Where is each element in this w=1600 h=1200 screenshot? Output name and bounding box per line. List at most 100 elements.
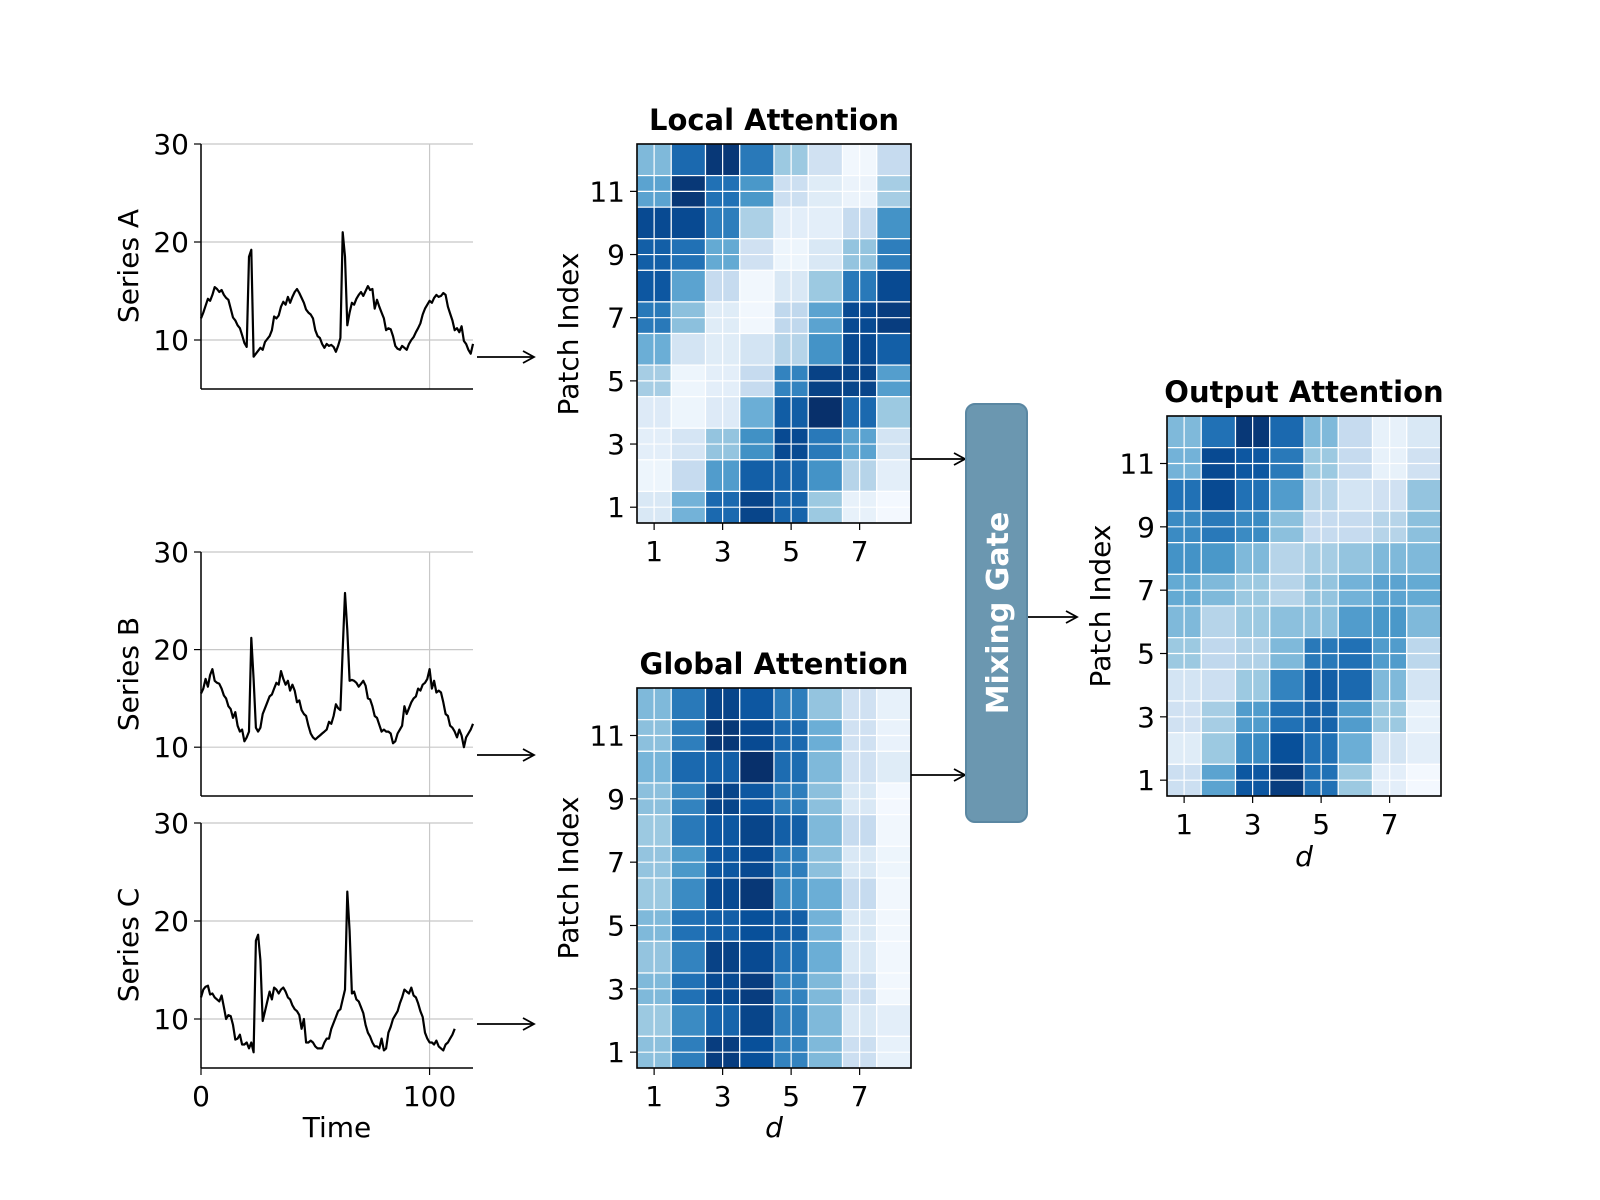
series-c-xlabel: Time — [302, 1111, 372, 1144]
output-attention-heatmap: 1 3 5 7 1 3 5 7 9 11 — [1119, 415, 1442, 841]
series-b-line — [200, 591, 475, 749]
y-tick-label: 10 — [153, 1003, 189, 1036]
heatmap-cell — [1406, 415, 1442, 449]
heatmap-cell — [670, 687, 707, 721]
heatmap-cell — [1200, 668, 1237, 702]
heatmap-cell — [1337, 732, 1374, 765]
heatmap-cell — [876, 877, 912, 911]
series-a-plot: 10 20 30 — [153, 128, 475, 390]
heatmap-cell — [670, 206, 707, 240]
heatmap-cell — [739, 206, 775, 240]
x-tick-label: 5 — [1312, 808, 1330, 841]
y-tick-label: 20 — [153, 634, 189, 667]
y-tick-label: 30 — [153, 128, 189, 161]
heatmap-cell — [739, 687, 775, 721]
local-ylabel: Patch Index — [552, 253, 585, 416]
heatmap-cell — [1269, 732, 1305, 765]
x-tick-label: 3 — [1244, 808, 1262, 841]
heatmap-cell — [670, 940, 707, 974]
heatmap-cell — [1337, 415, 1374, 449]
heatmap-cell — [807, 269, 844, 303]
y-tick-label: 10 — [153, 731, 189, 764]
heatmap-cell — [876, 814, 912, 847]
heatmap-cell — [807, 332, 844, 366]
mixing-gate-label: Mixing Gate — [981, 512, 1016, 715]
x-tick-label: 3 — [714, 535, 732, 568]
heatmap-frame — [636, 143, 912, 524]
heatmap-cell — [876, 687, 912, 721]
heatmap-cell — [739, 269, 775, 303]
heatmap-cell — [670, 1004, 707, 1037]
x-tick-label: 100 — [403, 1080, 456, 1113]
heatmap-cell — [739, 877, 775, 911]
heatmap-cell — [670, 814, 707, 847]
mixing-gate-box — [965, 403, 1028, 823]
y-tick-label: 30 — [153, 536, 189, 569]
heatmap-cell — [876, 332, 912, 366]
heatmap-cell — [739, 332, 775, 366]
heatmap-cell — [1406, 668, 1442, 702]
y-tick-label: 9 — [1137, 511, 1155, 544]
heatmap-cell — [739, 814, 775, 847]
series-c-line — [199, 890, 456, 1054]
heatmap-cell — [670, 877, 707, 911]
y-tick-label: 7 — [1137, 574, 1155, 607]
heatmap-cell — [670, 396, 707, 429]
heatmap-cell — [739, 750, 775, 784]
y-tick-label: 5 — [607, 365, 625, 398]
series-b-ylabel: Series B — [112, 617, 145, 731]
heatmap-cell — [807, 940, 844, 974]
series-b-plot: 10 20 30 — [153, 536, 475, 797]
heatmap-cell — [1269, 605, 1305, 639]
heatmap-cell — [1269, 542, 1305, 575]
x-tick-label: 1 — [645, 1080, 663, 1113]
y-tick-label: 30 — [153, 807, 189, 840]
series-a-line — [199, 231, 475, 358]
y-tick-label: 1 — [1137, 764, 1155, 797]
heatmap-cell — [876, 940, 912, 974]
heatmap-cell — [739, 143, 775, 177]
heatmap-cell — [876, 206, 912, 240]
y-tick-label: 1 — [607, 1036, 625, 1069]
y-tick-label: 10 — [153, 324, 189, 357]
local-attention-heatmap: 1 3 5 7 1 3 5 7 9 11 — [589, 143, 912, 568]
heatmap-cell — [670, 459, 707, 493]
heatmap-cell — [1269, 415, 1305, 449]
y-tick-label: 20 — [153, 226, 189, 259]
x-tick-label: 1 — [645, 535, 663, 568]
heatmap-frame — [636, 687, 912, 1069]
heatmap-cell — [807, 877, 844, 911]
heatmap-cell — [1337, 542, 1374, 575]
heatmap-cell — [807, 750, 844, 784]
heatmap-cell — [670, 269, 707, 303]
x-tick-label: 7 — [851, 535, 869, 568]
heatmap-cell — [807, 1004, 844, 1037]
y-tick-label: 3 — [607, 428, 625, 461]
x-tick-label: 7 — [1381, 808, 1399, 841]
x-tick-label: 5 — [782, 535, 800, 568]
local-attention-title: Local Attention — [649, 103, 899, 137]
y-tick-label: 5 — [1137, 638, 1155, 671]
y-tick-label: 3 — [1137, 701, 1155, 734]
y-tick-label: 1 — [607, 491, 625, 524]
x-tick-label: 5 — [782, 1080, 800, 1113]
global-attention-title: Global Attention — [640, 647, 909, 681]
heatmap-cell — [739, 396, 775, 429]
heatmap-cell — [1337, 478, 1374, 512]
x-tick-label: 3 — [714, 1080, 732, 1113]
y-tick-label: 9 — [607, 783, 625, 816]
heatmap-cell — [876, 1004, 912, 1037]
heatmap-cell — [876, 459, 912, 493]
x-tick-label: 7 — [851, 1080, 869, 1113]
heatmap-frame — [1166, 415, 1442, 797]
y-tick-label: 7 — [607, 846, 625, 879]
heatmap-cell — [876, 750, 912, 784]
heatmap-cell — [807, 459, 844, 493]
output-attention-title: Output Attention — [1164, 375, 1443, 409]
y-tick-label: 11 — [1119, 448, 1155, 481]
heatmap-cell — [807, 687, 844, 721]
y-tick-label: 11 — [589, 720, 625, 753]
heatmap-cell — [1200, 542, 1237, 575]
y-tick-label: 9 — [607, 239, 625, 272]
heatmap-cell — [739, 940, 775, 974]
